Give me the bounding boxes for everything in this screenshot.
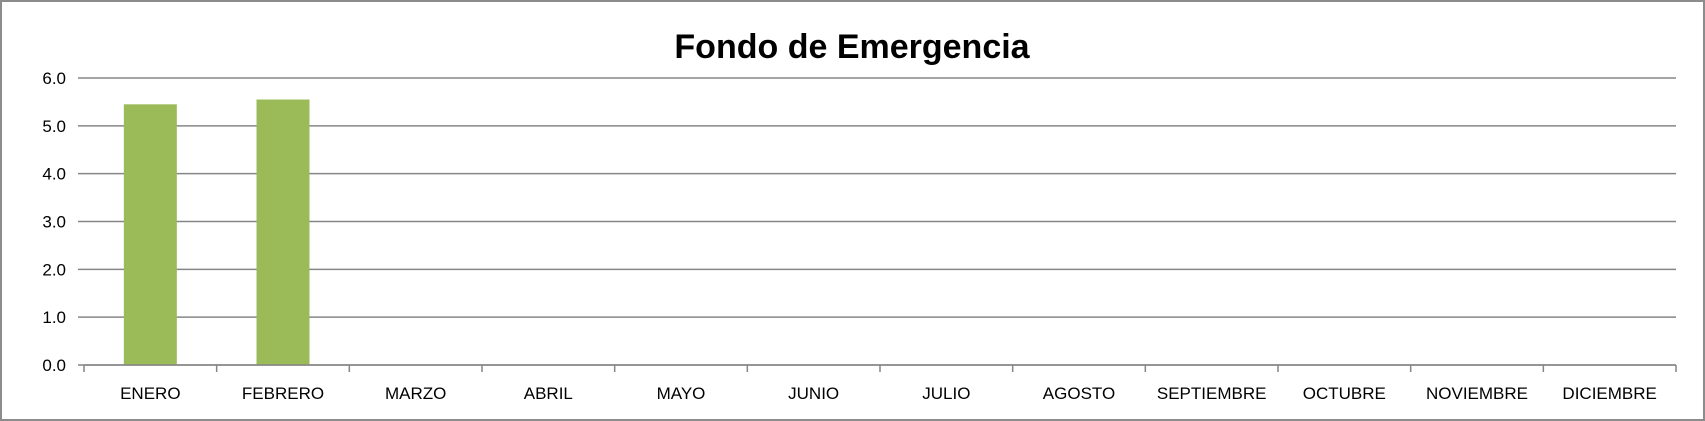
chart-title: Fondo de Emergencia	[674, 28, 1030, 66]
x-category-label: OCTUBRE	[1303, 384, 1386, 403]
x-category-label: NOVIEMBRE	[1426, 384, 1528, 403]
x-category-label: FEBRERO	[242, 384, 324, 403]
y-tick-label: 1.0	[42, 308, 66, 327]
x-category-label: JUNIO	[788, 384, 839, 403]
x-axis-labels: ENERO FEBRERO MARZO ABRIL MAYO JUNIO JULIO AGOS…	[120, 384, 1657, 403]
y-tick-label: 2.0	[42, 260, 66, 279]
x-axis	[83, 364, 1677, 372]
y-tick-label: 4.0	[42, 165, 66, 184]
x-category-label: ABRIL	[524, 384, 573, 403]
bar-febrero	[256, 99, 310, 366]
x-category-label: SEPTIEMBRE	[1157, 384, 1267, 403]
x-category-label: DICIEMBRE	[1562, 384, 1656, 403]
bar-enero	[123, 104, 177, 365]
x-category-label: AGOSTO	[1043, 384, 1115, 403]
bars	[123, 99, 310, 366]
y-tick-label: 6.0	[42, 69, 66, 88]
x-category-label: ENERO	[120, 384, 180, 403]
x-category-label: MAYO	[657, 384, 706, 403]
y-axis-ticks: 0.0 1.0 2.0 3.0 4.0 5.0 6.0	[42, 69, 66, 375]
y-tick-label: 5.0	[42, 117, 66, 136]
x-category-label: JULIO	[922, 384, 970, 403]
y-tick-label: 0.0	[42, 356, 66, 375]
y-tick-label: 3.0	[42, 213, 66, 232]
x-category-label: MARZO	[385, 384, 446, 403]
